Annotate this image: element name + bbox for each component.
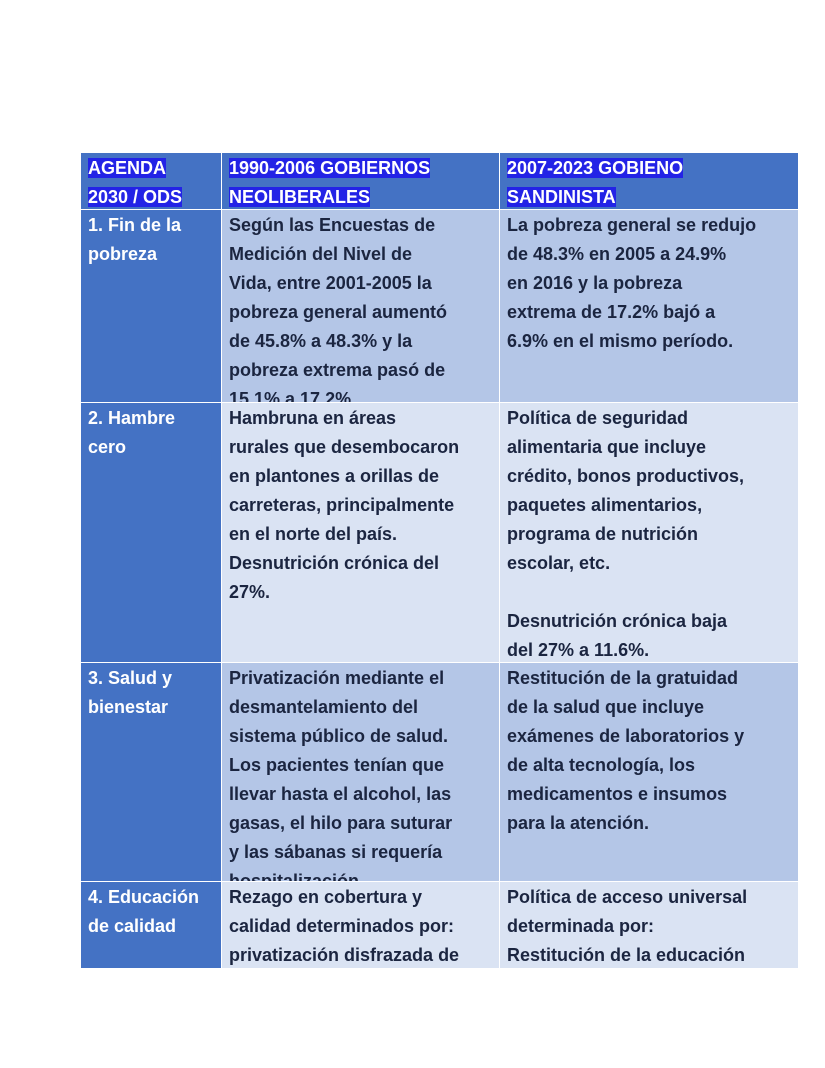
- header-line: SANDINISTA: [507, 183, 792, 209]
- text-line: medicamentos e insumos: [507, 784, 728, 804]
- text-line: privatización disfrazada de: [229, 945, 460, 965]
- header-cell: 2007-2023 GOBIENO SANDINISTA: [500, 153, 799, 210]
- paragraph: 4. Educación de calidad: [88, 883, 215, 941]
- text-line: en plantones a orillas de: [229, 466, 440, 486]
- text-line: calidad determinados por:: [229, 916, 455, 936]
- paragraph: Restitución de la gratuidad de la salud q…: [507, 664, 792, 838]
- header-text: 2030 / ODS: [88, 187, 183, 207]
- text-line: bienestar: [88, 697, 169, 717]
- text-line: programa de nutrición: [507, 524, 699, 544]
- header-line: 2030 / ODS: [88, 183, 215, 209]
- text-line: pobreza: [88, 244, 158, 264]
- text-line: gasas, el hilo para suturar: [229, 813, 453, 833]
- content-cell: Restitución de la gratuidad de la salud q…: [500, 663, 799, 882]
- header-cell: AGENDA 2030 / ODS: [81, 153, 222, 210]
- header-cell: 1990-2006 GOBIERNOS NEOLIBERALES: [222, 153, 500, 210]
- header-line: 1990-2006 GOBIERNOS: [229, 154, 493, 183]
- text-line: de alta tecnología, los: [507, 755, 696, 775]
- comparison-table: AGENDA 2030 / ODS 1990-2006 GOBIERNOS NEOLI…: [81, 153, 799, 969]
- text-line: desmantelamiento del: [229, 697, 419, 717]
- text-line: llevar hasta el alcohol, las: [229, 784, 452, 804]
- paragraph: Según las Encuestas de Medición del Nivel…: [229, 211, 493, 403]
- text-line: extrema de 17.2% bajó a: [507, 302, 716, 322]
- text-line: alimentaria que incluye: [507, 437, 707, 457]
- text-line: Desnutrición crónica baja: [507, 611, 728, 631]
- paragraph: Hambruna en áreas rurales que desembocaro…: [229, 404, 493, 607]
- text-line: de calidad: [88, 916, 177, 936]
- paragraph: 3. Salud y bienestar: [88, 664, 215, 722]
- text-line: Medición del Nivel de: [229, 244, 413, 264]
- text-line: hospitalización.: [229, 871, 365, 882]
- text-line: Desnutrición crónica del: [229, 553, 440, 573]
- text-line: 15.1% a 17.2%.: [229, 389, 357, 403]
- header-line: AGENDA: [88, 154, 215, 183]
- header-text: 1990-2006 GOBIERNOS: [229, 158, 431, 178]
- text-line: carreteras, principalmente: [229, 495, 455, 515]
- text-line: rurales que desembocaron: [229, 437, 460, 457]
- header-line: NEOLIBERALES: [229, 183, 493, 209]
- text-line: 27%.: [229, 582, 271, 602]
- paragraph: Política de seguridad alimentaria que inc…: [507, 404, 792, 578]
- text-line: escolar, etc.: [507, 553, 611, 573]
- paragraph: La pobreza general se redujo de 48.3% en …: [507, 211, 792, 356]
- content-cell: Política de seguridad alimentaria que inc…: [500, 403, 799, 663]
- text-line: de la salud que incluye: [507, 697, 705, 717]
- text-line: Política de seguridad: [507, 408, 689, 428]
- content-cell: La pobreza general se redujo de 48.3% en …: [500, 210, 799, 403]
- content-cell: Privatización mediante el desmantelamient…: [222, 663, 500, 882]
- text-line: Rezago en cobertura y: [229, 887, 423, 907]
- paragraph: Rezago en cobertura y calidad determinado…: [229, 883, 493, 968]
- text-line: La pobreza general se redujo: [507, 215, 757, 235]
- text-line: 2. Hambre: [88, 408, 176, 428]
- paragraph: 1. Fin de la pobreza: [88, 211, 215, 269]
- text-line: crédito, bonos productivos,: [507, 466, 745, 486]
- header-text: 2007-2023 GOBIENO: [507, 158, 684, 178]
- header-text: SANDINISTA: [507, 187, 616, 207]
- paragraph: Privatización mediante el desmantelamient…: [229, 664, 493, 882]
- text-line: Según las Encuestas de: [229, 215, 436, 235]
- text-line: paquetes alimentarios,: [507, 495, 703, 515]
- text-line: del 27% a 11.6%.: [507, 640, 650, 660]
- text-line: Privatización mediante el: [229, 668, 445, 688]
- text-line: Vida, entre 2001-2005 la: [229, 273, 432, 293]
- paragraph: Política de acceso universal determinada …: [507, 883, 792, 968]
- header-text: AGENDA: [88, 158, 167, 178]
- content-cell: Política de acceso universal determinada …: [500, 882, 799, 969]
- text-line: 4. Educación: [88, 887, 200, 907]
- header-text: NEOLIBERALES: [229, 187, 371, 207]
- text-line: Restitución de la gratuidad: [507, 668, 739, 688]
- text-line: Los pacientes tenían que: [229, 755, 445, 775]
- text-line: pobreza extrema pasó de: [229, 360, 446, 380]
- text-line: en el norte del país.: [229, 524, 398, 544]
- content-cell: Rezago en cobertura y calidad determinado…: [222, 882, 500, 969]
- header-line: 2007-2023 GOBIENO: [507, 154, 792, 183]
- content-cell: Según las Encuestas de Medición del Nivel…: [222, 210, 500, 403]
- text-line: 6.9% en el mismo período.: [507, 331, 734, 351]
- text-line: Política de acceso universal: [507, 887, 748, 907]
- text-line: determinada por:: [507, 916, 655, 936]
- paragraph: 2. Hambre cero: [88, 404, 215, 462]
- text-line: 3. Salud y: [88, 668, 173, 688]
- text-line: exámenes de laboratorios y: [507, 726, 745, 746]
- text-line: Hambruna en áreas: [229, 408, 397, 428]
- text-line: pobreza general aumentó: [229, 302, 448, 322]
- text-line: 1. Fin de la: [88, 215, 182, 235]
- goal-cell: 3. Salud y bienestar: [81, 663, 222, 882]
- text-line: para la atención.: [507, 813, 650, 833]
- content-cell: Hambruna en áreas rurales que desembocaro…: [222, 403, 500, 663]
- text-line: de 45.8% a 48.3% y la: [229, 331, 413, 351]
- text-line: sistema público de salud.: [229, 726, 449, 746]
- goal-cell: 4. Educación de calidad: [81, 882, 222, 969]
- text-line: Restitución de la educación: [507, 945, 746, 965]
- paragraph: Desnutrición crónica baja del 27% a 11.6%…: [507, 607, 792, 662]
- text-line: en 2016 y la pobreza: [507, 273, 683, 293]
- goal-cell: 1. Fin de la pobreza: [81, 210, 222, 403]
- text-line: y las sábanas si requería: [229, 842, 443, 862]
- text-line: de 48.3% en 2005 a 24.9%: [507, 244, 727, 264]
- goal-cell: 2. Hambre cero: [81, 403, 222, 663]
- text-line: cero: [88, 437, 127, 457]
